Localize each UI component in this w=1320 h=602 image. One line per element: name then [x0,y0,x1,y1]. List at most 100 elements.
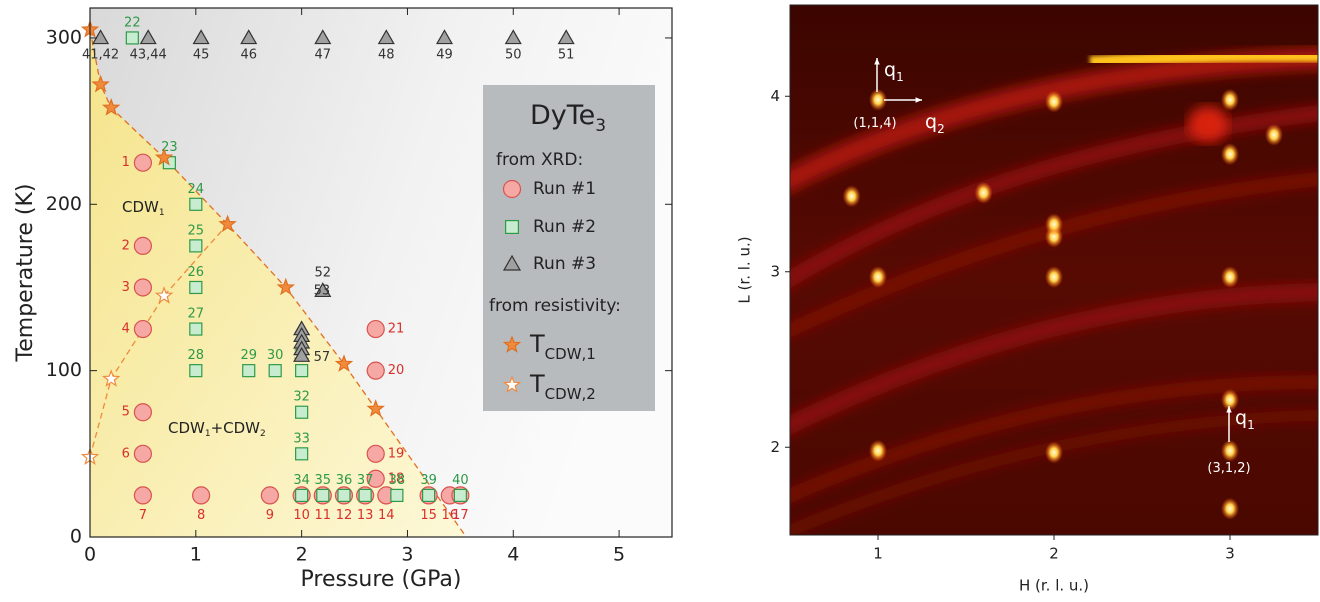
triangle-marker [314,282,332,298]
square-marker [316,488,330,503]
text-part: q [1235,407,1247,429]
point-label: 28 [188,348,205,363]
point-label: 49 [436,47,453,62]
legend-marker [502,375,522,393]
x-axis-label: Pressure (GPa) [301,567,462,592]
star-marker [218,214,237,233]
triangle-marker [377,29,395,45]
triangle-marker [139,29,157,45]
square-marker [295,488,309,503]
star-marker [154,147,174,166]
point-label: 12 [336,508,353,523]
circle-marker [366,469,385,488]
region-label: CDW1 [122,198,165,218]
square-marker [268,364,282,378]
bragg-spot [1045,266,1063,289]
arrow-head [1226,406,1232,413]
point-label: 27 [188,307,205,322]
star-marker [154,286,174,304]
legend-group: from resistivity: [489,296,621,316]
point-label: 52 [315,265,332,280]
text-part: T [529,370,545,398]
triangle-marker [504,29,522,45]
triangle-marker [240,29,258,45]
ring [790,283,1318,436]
y-tick-label: 3 [770,262,780,280]
point-label: 16 [442,508,459,523]
y-axis-label: L (r. l. u.) [736,236,754,303]
y-axis-label: Temperature (K) [13,184,38,363]
y-tick-label: 300 [46,26,82,48]
subscript: 3 [595,116,606,136]
x-tick-label: 1 [190,544,202,566]
star-marker [276,277,296,296]
square-marker [125,31,139,45]
cdw1-boundary [89,29,467,538]
circle-marker [366,319,385,339]
point-label: 38 [389,473,406,488]
circle-marker [133,236,153,255]
point-label: 40 [452,473,469,488]
point-label: 33 [293,431,310,446]
y-tick-label: 200 [46,193,82,215]
subscript: 1 [896,70,904,84]
point-label: 2 [122,238,130,253]
arrow-head [915,97,922,103]
square-marker [453,488,467,503]
x-tick-label: 3 [1225,545,1235,563]
point-label: 14 [378,508,395,523]
legend-label: Run #2 [533,217,596,237]
square-marker [189,322,203,336]
point-label: 50 [505,47,522,62]
text-part: DyTe [530,100,595,131]
square-marker [189,280,203,295]
point-label: 19 [388,446,405,461]
legend-group: from XRD: [496,150,583,170]
circle-marker [366,361,385,380]
bragg-spot [1221,497,1239,520]
legend-label: Run #3 [533,254,596,274]
legend-marker [502,179,522,199]
point-label: 32 [293,390,310,405]
point-label: 26 [188,265,205,280]
circle-marker [260,486,279,505]
ring [790,375,1318,504]
point-label: 34 [293,473,310,488]
bragg-spot [1265,123,1283,146]
square-marker [358,488,372,503]
circle-marker [133,153,153,172]
legend-title: DyTe3 [530,100,606,137]
bragg-spot [974,181,993,204]
point-label: 15 [420,508,437,523]
point-label: 13 [357,508,374,523]
annotation: q1 [1235,407,1255,432]
text-part: CDW [168,419,205,437]
x-tick-label: 0 [84,544,96,566]
point-label: 9 [266,508,274,523]
ring-bright [1089,49,1318,68]
point-label: 18 [388,471,405,486]
legend-label: TCDW,1 [529,330,596,363]
point-label: 39 [420,473,437,488]
triangle-marker [192,29,210,45]
point-label: 21 [388,322,405,337]
annotation: q1 [884,59,904,84]
text-part: q [925,111,937,133]
point-label: 47 [315,47,332,62]
x-tick-label: 3 [401,544,413,566]
star-marker [101,98,121,116]
annotation: (1,1,4) [853,116,896,131]
text-part: T [529,330,545,358]
bragg-spot [1221,439,1239,462]
subscript: CDW,1 [545,345,596,363]
bragg-spot [869,266,887,289]
point-label: 17 [452,508,469,523]
bragg-spot [1045,213,1063,236]
text-part: (3,1,2) [1207,461,1250,476]
point-label: 29 [240,348,257,363]
square-marker [337,488,351,503]
square-marker [390,488,404,503]
text-part: (1,1,4) [853,116,896,131]
